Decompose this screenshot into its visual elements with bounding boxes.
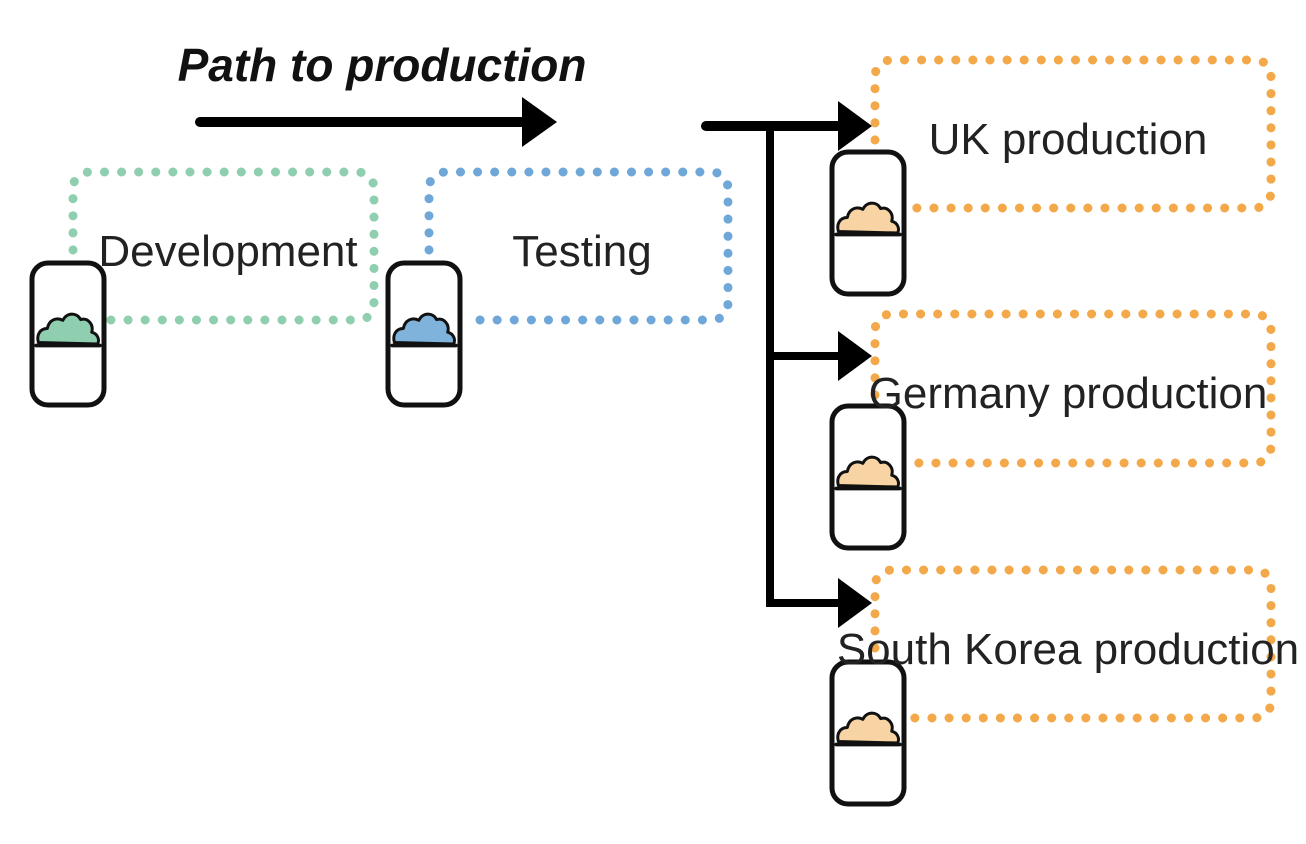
testing-border (424, 167, 733, 325)
arrowhead-germany (838, 331, 872, 381)
uk-production-border (870, 55, 1276, 213)
development-environment: Development (29, 167, 379, 408)
south-korea-production-border (870, 565, 1276, 723)
arrowhead-south-korea (838, 578, 872, 628)
uk-production-label: UK production (929, 115, 1208, 164)
germany-production-environment: Germany production (829, 309, 1276, 551)
south-korea-production-environment: South Korea production (829, 565, 1299, 807)
arrowhead-uk (838, 101, 872, 151)
branch-arrows (701, 101, 872, 628)
germany-production-label: Germany production (869, 369, 1268, 418)
diagram-title: Path to production (178, 39, 587, 91)
development-label: Development (98, 227, 357, 276)
testing-environment: Testing (385, 167, 733, 408)
testing-label: Testing (512, 227, 651, 276)
main-arrow (195, 97, 557, 147)
south-korea-production-label: South Korea production (837, 625, 1299, 674)
uk-production-environment: UK production (829, 55, 1276, 297)
development-border (68, 167, 379, 325)
